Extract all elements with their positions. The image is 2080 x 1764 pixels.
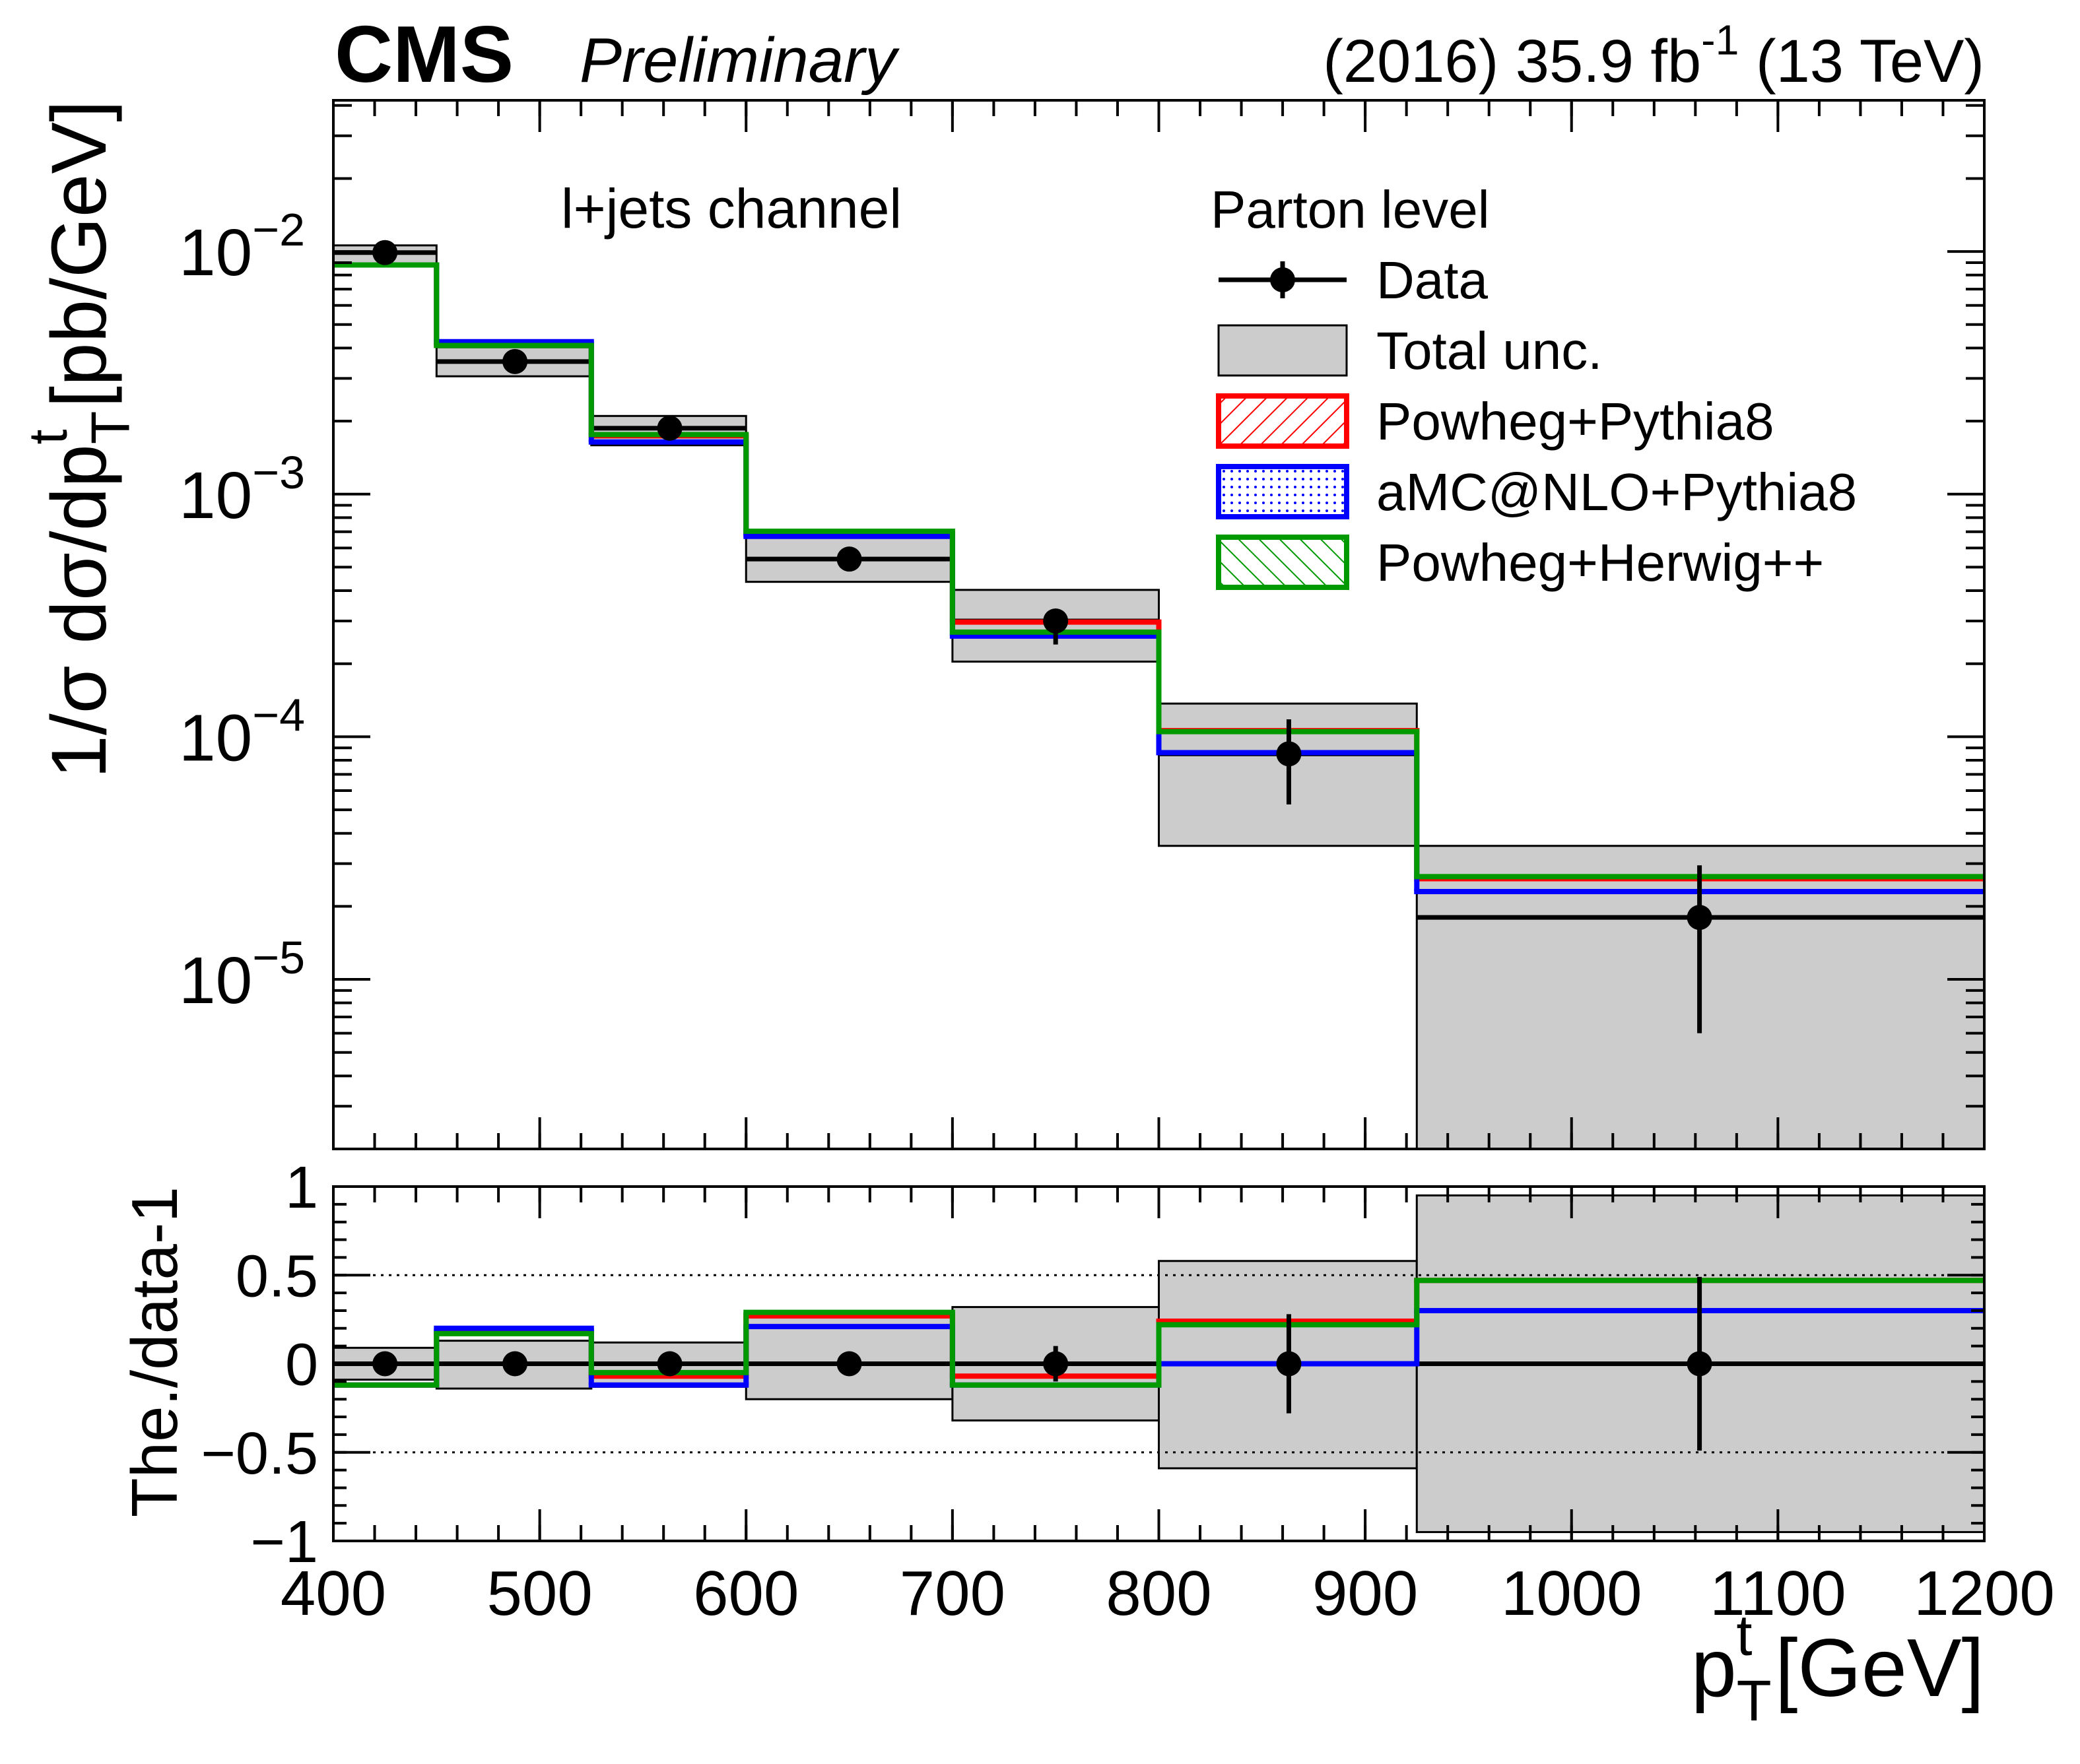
y-tick-label: 1 bbox=[285, 1155, 318, 1221]
legend-label: Powheg+Pythia8 bbox=[1376, 392, 1774, 451]
x-axis-label: pTt [GeV] bbox=[1691, 1604, 1984, 1733]
legend-label: Total unc. bbox=[1376, 321, 1602, 380]
x-axis-label-part: T bbox=[1737, 1669, 1772, 1733]
y-tick-label: −1 bbox=[250, 1509, 318, 1575]
annotation: l+jets channel bbox=[561, 178, 902, 240]
y-tick-label-part: −5 bbox=[252, 932, 305, 983]
x-tick-label: 800 bbox=[1106, 1558, 1211, 1629]
y-axis-label: The./data-1 bbox=[118, 1187, 191, 1517]
y-tick-label-part: 10 bbox=[179, 701, 252, 775]
legend-label: aMC@NLO+Pythia8 bbox=[1376, 463, 1857, 521]
data-point bbox=[502, 1351, 528, 1377]
data-point bbox=[657, 415, 683, 441]
data-point bbox=[372, 1351, 398, 1377]
legend-swatch bbox=[1216, 464, 1349, 519]
data-point bbox=[502, 348, 528, 374]
data-point bbox=[1276, 1351, 1302, 1377]
x-tick-label: 600 bbox=[693, 1558, 799, 1629]
x-tick-label: 1100 bbox=[1710, 1558, 1846, 1629]
y-tick-label: 10−2 bbox=[179, 204, 305, 290]
data-point bbox=[1043, 608, 1069, 634]
lumi-label: (2016) 35.9 fb-1 (13 TeV) bbox=[1323, 16, 1984, 95]
data-point bbox=[1043, 1351, 1069, 1377]
plot-area bbox=[333, 240, 1984, 1149]
legend-band-swatch bbox=[1217, 324, 1348, 377]
y-tick-label: 10−5 bbox=[179, 932, 305, 1018]
data-point bbox=[657, 1351, 683, 1377]
x-axis-label-part: [GeV] bbox=[1753, 1623, 1984, 1714]
y-tick-label: 10−3 bbox=[179, 447, 305, 533]
x-axis-label-part: t bbox=[1736, 1604, 1752, 1668]
preliminary-label: Preliminary bbox=[580, 25, 900, 96]
y-axis-label: 1/σ dσ/dpTt [pb/GeV] bbox=[17, 100, 141, 779]
x-tick-label: 1200 bbox=[1914, 1558, 2055, 1629]
legend-label: Powheg+Herwig++ bbox=[1376, 533, 1824, 592]
x-tick-label: 1000 bbox=[1501, 1558, 1642, 1629]
y-axis-label-part: t bbox=[17, 429, 79, 444]
legend-label: Data bbox=[1376, 251, 1488, 310]
y-tick-label-part: −3 bbox=[252, 447, 305, 498]
data-point bbox=[1276, 741, 1302, 767]
data-point bbox=[836, 546, 862, 572]
cms-label: CMS bbox=[335, 9, 514, 99]
y-tick-label: −0.5 bbox=[201, 1421, 318, 1487]
legend-swatch bbox=[1216, 535, 1349, 590]
data-point bbox=[1687, 905, 1712, 931]
y-tick-label-part: 10 bbox=[179, 216, 252, 290]
plot-area bbox=[333, 1194, 1984, 1534]
lumi-label-part: -1 bbox=[1701, 16, 1739, 64]
x-tick-label: 400 bbox=[281, 1558, 386, 1629]
legend-swatch bbox=[1216, 393, 1349, 449]
x-axis-label-part: p bbox=[1691, 1623, 1737, 1714]
y-axis-label-part: [pb/GeV] bbox=[36, 100, 123, 430]
y-tick-label: 0 bbox=[285, 1332, 318, 1398]
x-tick-label: 900 bbox=[1312, 1558, 1418, 1629]
y-tick-label: 0.5 bbox=[236, 1243, 318, 1309]
data-point bbox=[836, 1351, 862, 1377]
legend-data-point bbox=[1270, 267, 1295, 292]
y-tick-label-part: −2 bbox=[252, 204, 305, 255]
y-tick-label: 10−4 bbox=[179, 689, 305, 775]
data-point bbox=[1687, 1351, 1712, 1377]
lumi-label-part: (2016) 35.9 fb bbox=[1323, 28, 1701, 95]
x-tick-label: 700 bbox=[900, 1558, 1005, 1629]
y-tick-label-part: −4 bbox=[252, 689, 305, 740]
x-tick-label: 500 bbox=[487, 1558, 593, 1629]
data-point bbox=[372, 240, 398, 265]
y-tick-label-part: 10 bbox=[179, 944, 252, 1018]
y-tick-label-part: 10 bbox=[179, 459, 252, 533]
lumi-label-part: (13 TeV) bbox=[1739, 28, 1984, 95]
y-axis-label-part: T bbox=[79, 411, 141, 444]
legend-title: Parton level bbox=[1211, 180, 1489, 239]
y-axis-label-part: 1/σ dσ/dp bbox=[36, 444, 123, 779]
